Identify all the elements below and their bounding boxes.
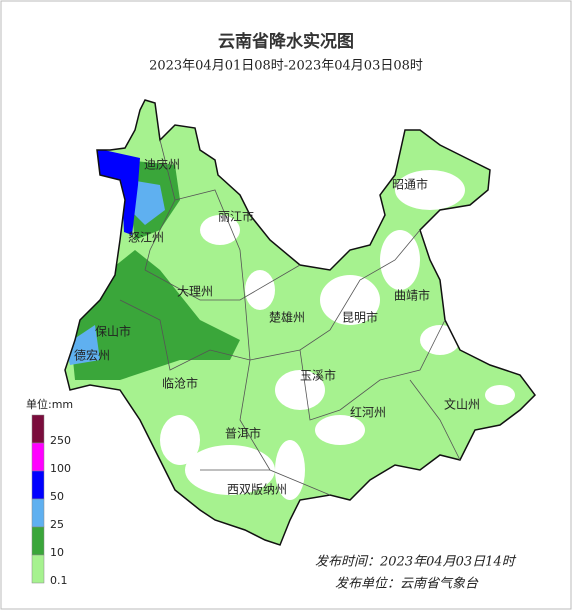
region-label: 迪庆州 <box>144 158 180 172</box>
legend-swatch <box>31 442 45 472</box>
region-label: 普洱市 <box>225 426 261 441</box>
region-label: 红河州 <box>350 405 386 420</box>
region-label: 丽江市 <box>218 209 254 224</box>
region-label: 怒江州 <box>128 230 164 245</box>
rain-heavy <box>130 180 165 225</box>
legend-swatch <box>31 414 45 444</box>
legend-swatch <box>31 470 45 500</box>
region-label: 西双版纳州 <box>227 483 287 497</box>
region-label: 文山州 <box>444 397 480 412</box>
legend-swatch <box>31 526 45 556</box>
legend-unit: 单位:mm <box>26 397 73 411</box>
region-label: 保山市 <box>95 324 131 339</box>
legend-swatch <box>31 498 45 528</box>
title: 云南省降水实况图 <box>218 31 354 52</box>
region-label: 德宏州 <box>74 348 110 363</box>
legend-label: 100 <box>50 462 71 475</box>
legend-label: 0.1 <box>50 574 68 587</box>
legend-label: 25 <box>50 518 64 531</box>
prefecture-borders <box>119 139 461 496</box>
region-label: 曲靖市 <box>394 288 430 303</box>
region-label: 楚雄州 <box>269 310 305 325</box>
legend-label: 10 <box>50 546 64 559</box>
rain-moderate <box>70 250 240 380</box>
region-label: 昭通市 <box>392 177 428 192</box>
legend-label: 250 <box>50 434 71 447</box>
region-label: 临沧市 <box>162 376 198 391</box>
legend-label: 50 <box>50 490 64 503</box>
legend-swatch <box>31 554 45 584</box>
rain-storm <box>95 148 140 235</box>
region-label: 昆明市 <box>342 310 378 325</box>
region-label: 大理州 <box>177 285 213 299</box>
region-label: 玉溪市 <box>300 368 336 383</box>
dry-patches <box>160 170 515 500</box>
rain-heavy <box>65 325 100 365</box>
legend: 250 100 50 25 10 0.1 <box>31 414 71 587</box>
subtitle: 2023年04月01日08时-2023年04月03日08时 <box>149 59 423 74</box>
issue-time: 发布时间：2023年04月03日14时 <box>315 555 517 570</box>
issuer: 发布单位：云南省气象台 <box>335 576 479 592</box>
